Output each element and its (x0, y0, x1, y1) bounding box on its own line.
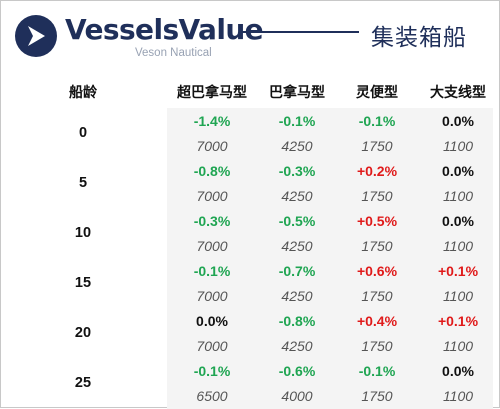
price-value: 1100 (442, 188, 474, 204)
change-value: 0.0% (196, 313, 228, 329)
age-label: 20 (74, 325, 92, 341)
price-value: 1750 (361, 238, 393, 254)
brand-name: VesselsValue (65, 13, 264, 46)
change-value: -0.3% (193, 213, 231, 229)
price-value: 7000 (196, 288, 228, 304)
price-value: 4250 (281, 288, 313, 304)
column-header-panamax: 巴拿马型 (269, 84, 325, 100)
change-value: 0.0% (442, 213, 474, 229)
page-title: 集装箱船 (371, 24, 467, 50)
change-value: +0.6% (356, 263, 398, 279)
age-label: 0 (78, 125, 88, 141)
column-header-feeder: 大支线型 (430, 84, 486, 100)
price-value: 4000 (281, 388, 313, 404)
change-value: -0.7% (278, 263, 316, 279)
age-label: 5 (78, 175, 88, 191)
change-value: -1.4% (193, 113, 231, 129)
change-value: +0.4% (356, 313, 398, 329)
price-value: 1750 (361, 288, 393, 304)
change-value: -0.3% (278, 163, 316, 179)
header-divider (239, 31, 359, 33)
sub-brand-name: Veson Nautical (135, 47, 212, 59)
change-value: -0.6% (278, 363, 316, 379)
change-value: 0.0% (442, 113, 474, 129)
column-header-post-panamax: 超巴拿马型 (177, 84, 247, 100)
change-value: +0.1% (437, 313, 479, 329)
age-column-header: 船龄 (69, 84, 97, 100)
price-value: 1750 (361, 388, 393, 404)
price-value: 1100 (442, 288, 474, 304)
price-value: 1750 (361, 338, 393, 354)
price-value: 7000 (196, 138, 228, 154)
change-value: -0.1% (193, 263, 231, 279)
change-value: +0.5% (356, 213, 398, 229)
price-value: 4250 (281, 188, 313, 204)
price-value: 1100 (442, 238, 474, 254)
price-value: 1750 (361, 188, 393, 204)
change-value: -0.1% (193, 363, 231, 379)
price-value: 7000 (196, 188, 228, 204)
price-value: 4250 (281, 338, 313, 354)
column-header-handy: 灵便型 (356, 84, 398, 100)
price-value: 7000 (196, 238, 228, 254)
change-value: -0.1% (278, 113, 316, 129)
change-value: -0.1% (358, 363, 396, 379)
price-value: 1100 (442, 138, 474, 154)
values-background (167, 108, 493, 409)
price-value: 4250 (281, 238, 313, 254)
change-value: +0.1% (437, 263, 479, 279)
vesselsvalue-logo-icon (15, 15, 57, 57)
change-value: -0.8% (193, 163, 231, 179)
change-value: +0.2% (356, 163, 398, 179)
price-value: 7000 (196, 338, 228, 354)
age-label: 25 (74, 375, 92, 391)
age-label: 15 (74, 275, 92, 291)
price-value: 1100 (442, 388, 474, 404)
price-value: 4250 (281, 138, 313, 154)
change-value: -0.1% (358, 113, 396, 129)
change-value: 0.0% (442, 363, 474, 379)
price-value: 1750 (361, 138, 393, 154)
price-value: 6500 (196, 388, 228, 404)
change-value: -0.5% (278, 213, 316, 229)
change-value: -0.8% (278, 313, 316, 329)
change-value: 0.0% (442, 163, 474, 179)
price-value: 1100 (442, 338, 474, 354)
age-label: 10 (74, 225, 92, 241)
